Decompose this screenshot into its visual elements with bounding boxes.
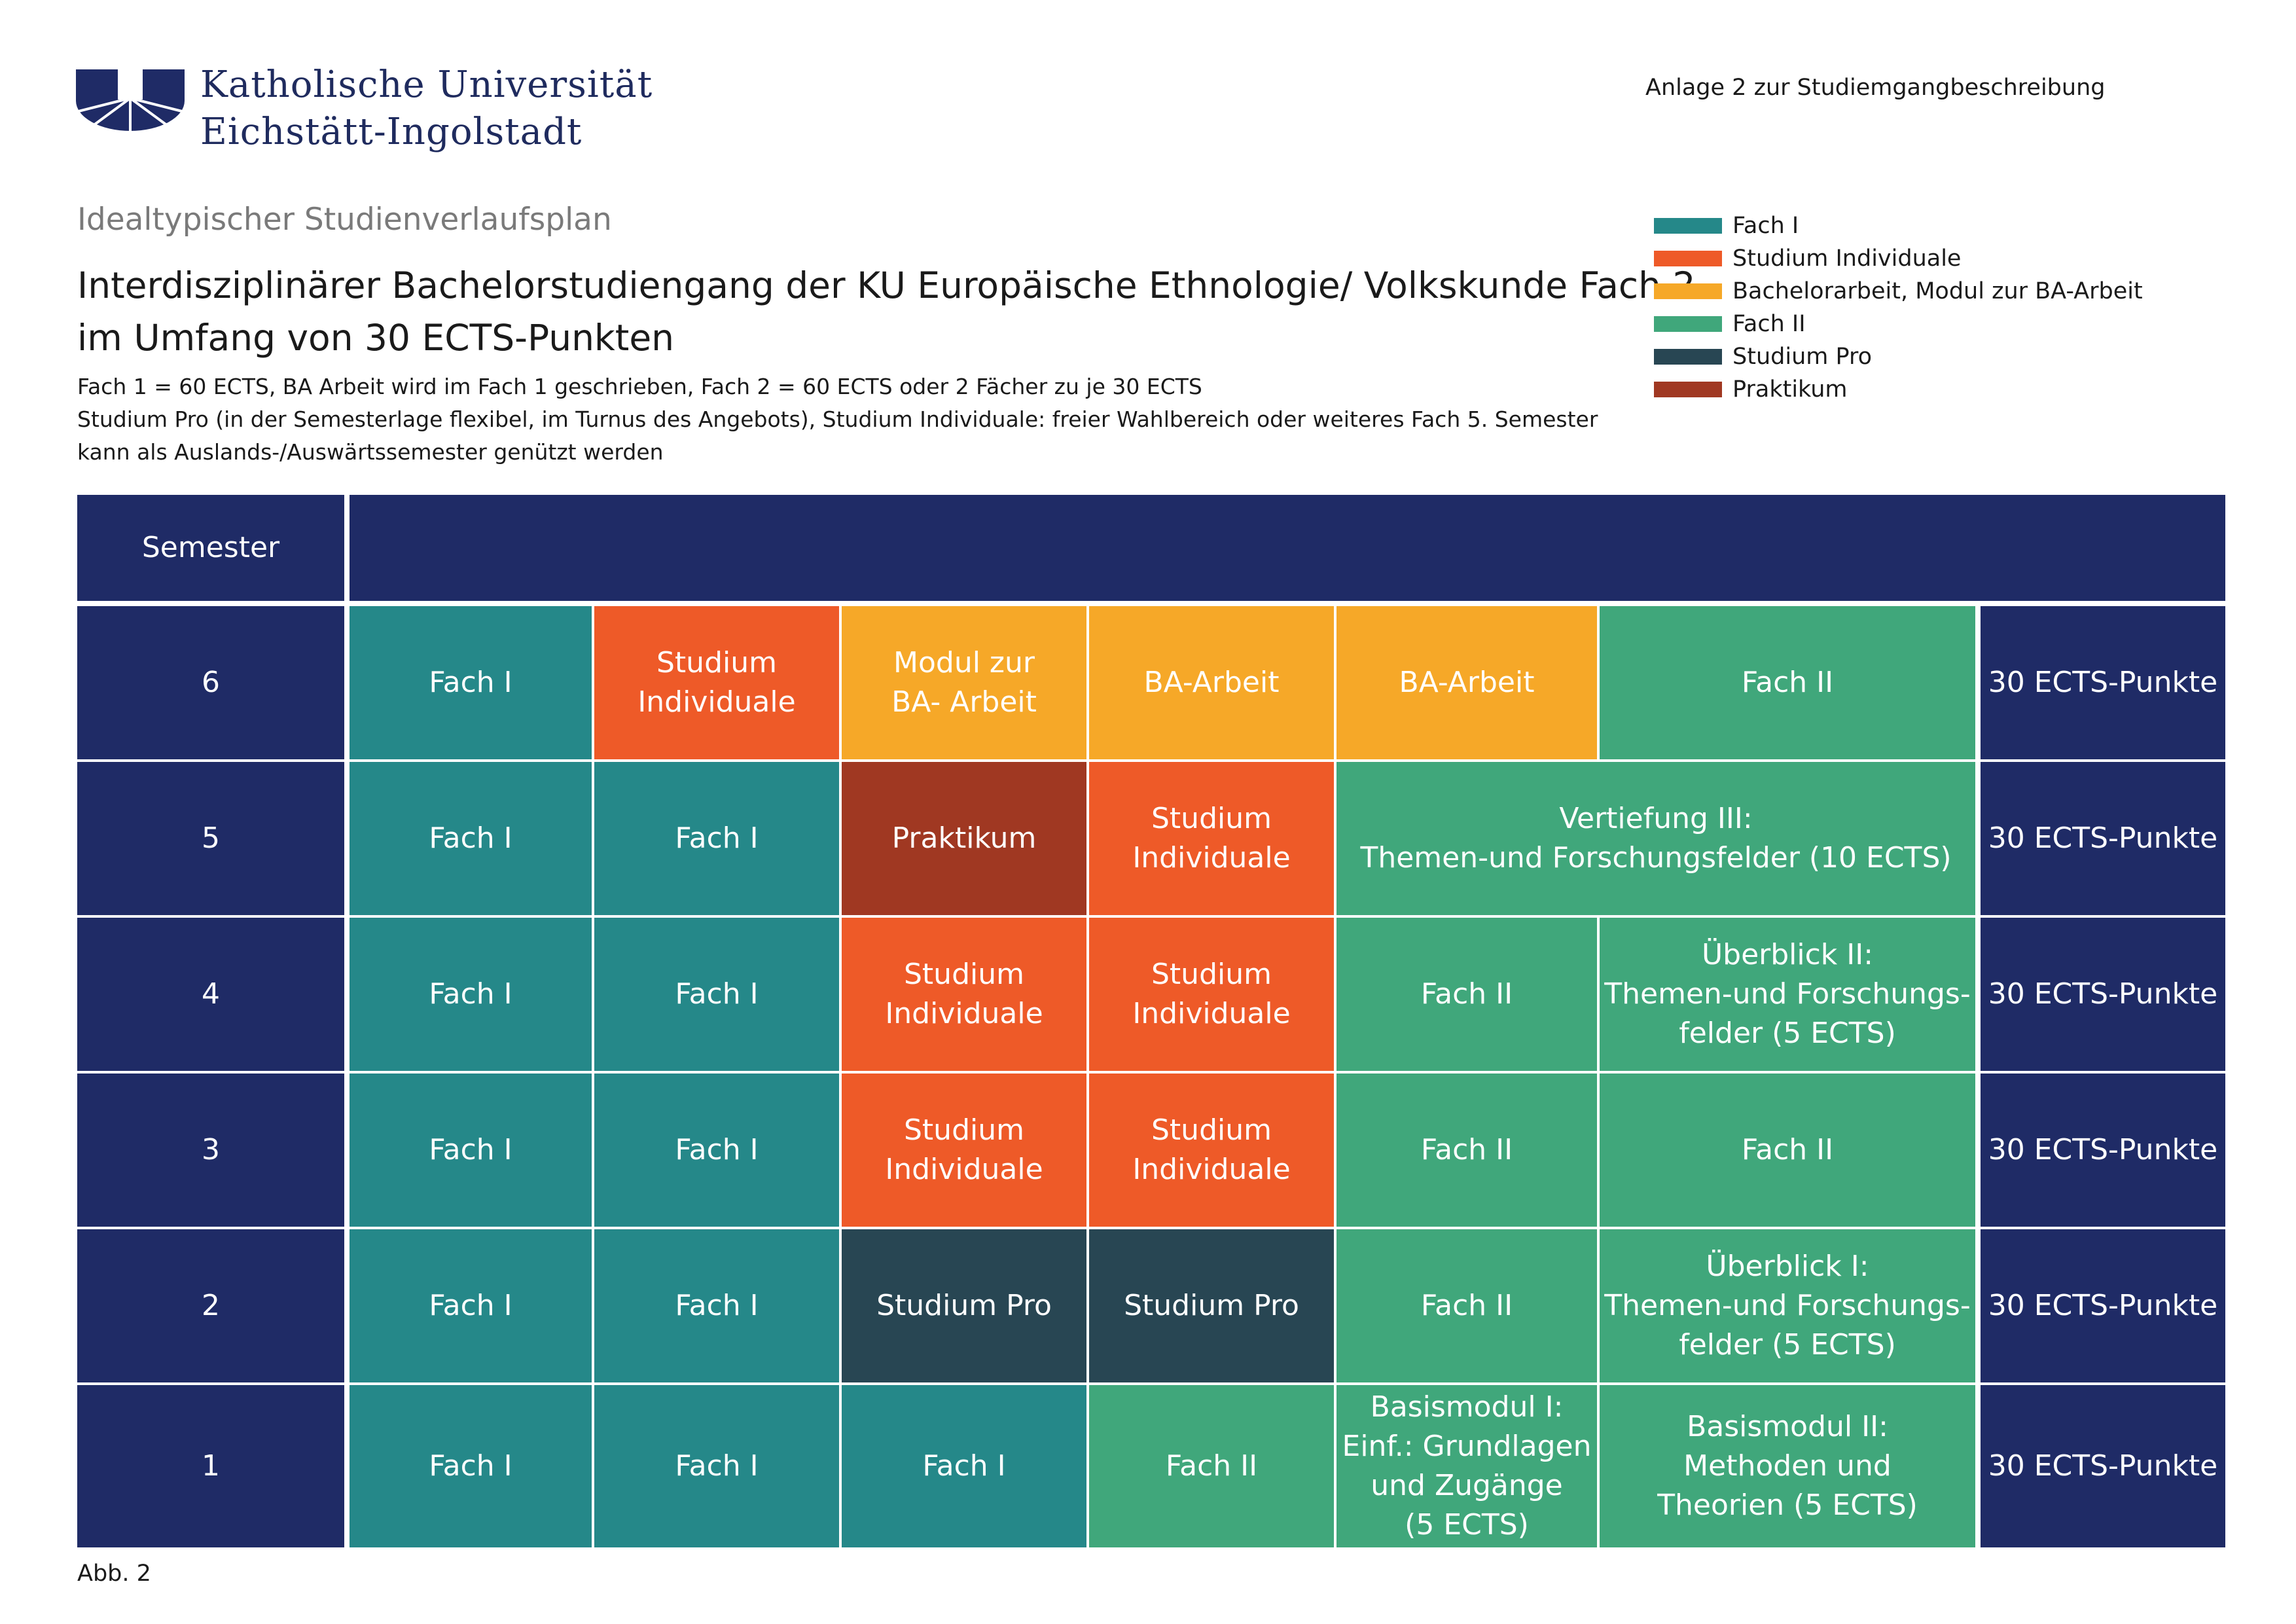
note-line1: Fach 1 = 60 ECTS, BA Arbeit wird im Fach… bbox=[77, 374, 1202, 399]
module-cell: Fach I bbox=[350, 762, 592, 915]
legend-item-bachelorarbeit: Bachelorarbeit, Modul zur BA-Arbeit bbox=[1654, 275, 2143, 308]
semester-label-5: 5 bbox=[77, 762, 344, 915]
module-cell: BA-Arbeit bbox=[1336, 606, 1597, 759]
university-name-line1: Katholische Universität bbox=[200, 63, 653, 106]
legend-label: Praktikum bbox=[1732, 376, 1848, 403]
module-cell: Fach II bbox=[1336, 918, 1597, 1071]
semester-label-4: 4 bbox=[77, 918, 344, 1071]
legend-swatch bbox=[1654, 349, 1722, 365]
ects-total: 30 ECTS-Punkte bbox=[1981, 606, 2225, 759]
module-cell: Fach I bbox=[350, 1385, 592, 1547]
ects-total: 30 ECTS-Punkte bbox=[1981, 1074, 2225, 1227]
legend-item-studium-pro: Studium Pro bbox=[1654, 340, 1872, 373]
semester-label-2: 2 bbox=[77, 1229, 344, 1382]
ects-total: 30 ECTS-Punkte bbox=[1981, 1229, 2225, 1382]
module-cell: Fach I bbox=[350, 606, 592, 759]
module-cell: BA-Arbeit bbox=[1089, 606, 1334, 759]
module-cell: Fach I bbox=[842, 1385, 1086, 1547]
legend-item-praktikum: Praktikum bbox=[1654, 373, 1848, 406]
legend-swatch bbox=[1654, 382, 1722, 397]
university-seal-icon bbox=[76, 69, 185, 131]
module-cell: Basismodul II: Methoden und Theorien (5 … bbox=[1600, 1385, 1975, 1547]
legend-swatch bbox=[1654, 218, 1722, 234]
legend-swatch bbox=[1654, 283, 1722, 299]
module-cell: Studium Individuale bbox=[1089, 1074, 1334, 1227]
university-logo bbox=[76, 69, 185, 131]
module-cell: Studium Pro bbox=[1089, 1229, 1334, 1382]
module-cell: Fach I bbox=[350, 918, 592, 1071]
plan-kicker: Idealtypischer Studienverlaufsplan bbox=[77, 202, 612, 238]
figure-caption: Abb. 2 bbox=[77, 1561, 151, 1587]
module-cell: Überblick I: Themen-und Forschungs- feld… bbox=[1600, 1229, 1975, 1382]
module-cell: Fach I bbox=[594, 1229, 839, 1382]
module-cell: Überblick II: Themen-und Forschungs- fel… bbox=[1600, 918, 1975, 1071]
annex-label: Anlage 2 zur Studiemgangbeschreibung bbox=[1645, 75, 2106, 101]
page-title-line1: Interdisziplinärer Bachelorstudiengang d… bbox=[77, 264, 1696, 306]
module-cell: Studium Pro bbox=[842, 1229, 1086, 1382]
module-cell: Fach II bbox=[1600, 606, 1975, 759]
legend-item-fach-1: Fach I bbox=[1654, 209, 1799, 242]
semester-label-1: 1 bbox=[77, 1385, 344, 1547]
semester-header: Semester bbox=[77, 495, 344, 601]
module-cell: Studium Individuale bbox=[594, 606, 839, 759]
legend-label: Studium Individuale bbox=[1732, 245, 1962, 272]
note-line3: kann als Auslands-/Auswärtssemester genü… bbox=[77, 439, 664, 465]
legend-swatch bbox=[1654, 316, 1722, 332]
module-cell: Fach I bbox=[594, 762, 839, 915]
module-cell: Fach II bbox=[1089, 1385, 1334, 1547]
ects-total: 30 ECTS-Punkte bbox=[1981, 918, 2225, 1071]
semester-label-3: 3 bbox=[77, 1074, 344, 1227]
semester-label-6: 6 bbox=[77, 606, 344, 759]
module-cell: Studium Individuale bbox=[1089, 918, 1334, 1071]
ects-total: 30 ECTS-Punkte bbox=[1981, 762, 2225, 915]
module-cell: Praktikum bbox=[842, 762, 1086, 915]
note-line2: Studium Pro (in der Semesterlage flexibe… bbox=[77, 406, 1598, 432]
legend-label: Bachelorarbeit, Modul zur BA-Arbeit bbox=[1732, 278, 2143, 304]
module-cell: Studium Individuale bbox=[1089, 762, 1334, 915]
legend-label: Fach II bbox=[1732, 311, 1806, 337]
module-cell: Vertiefung III: Themen-und Forschungsfel… bbox=[1336, 762, 1975, 915]
module-cell: Fach II bbox=[1600, 1074, 1975, 1227]
module-cell: Fach II bbox=[1336, 1074, 1597, 1227]
ects-total: 30 ECTS-Punkte bbox=[1981, 1385, 2225, 1547]
legend-swatch bbox=[1654, 251, 1722, 266]
legend-label: Studium Pro bbox=[1732, 344, 1872, 370]
page-title-line2: im Umfang von 30 ECTS-Punkten bbox=[77, 317, 675, 359]
module-cell: Fach I bbox=[594, 918, 839, 1071]
university-name-line2: Eichstätt-Ingolstadt bbox=[200, 111, 583, 153]
module-cell: Fach I bbox=[350, 1074, 592, 1227]
module-cell: Basismodul I: Einf.: Grundlagen und Zugä… bbox=[1336, 1385, 1597, 1547]
module-cell: Studium Individuale bbox=[842, 1074, 1086, 1227]
module-cell: Modul zur BA- Arbeit bbox=[842, 606, 1086, 759]
module-cell: Fach II bbox=[1336, 1229, 1597, 1382]
module-cell: Studium Individuale bbox=[842, 918, 1086, 1071]
legend-label: Fach I bbox=[1732, 213, 1799, 239]
legend-item-fach-2: Fach II bbox=[1654, 308, 1806, 340]
header-banner bbox=[350, 495, 2225, 601]
legend-item-studium-individuale: Studium Individuale bbox=[1654, 242, 1961, 275]
module-cell: Fach I bbox=[350, 1229, 592, 1382]
module-cell: Fach I bbox=[594, 1074, 839, 1227]
module-cell: Fach I bbox=[594, 1385, 839, 1547]
